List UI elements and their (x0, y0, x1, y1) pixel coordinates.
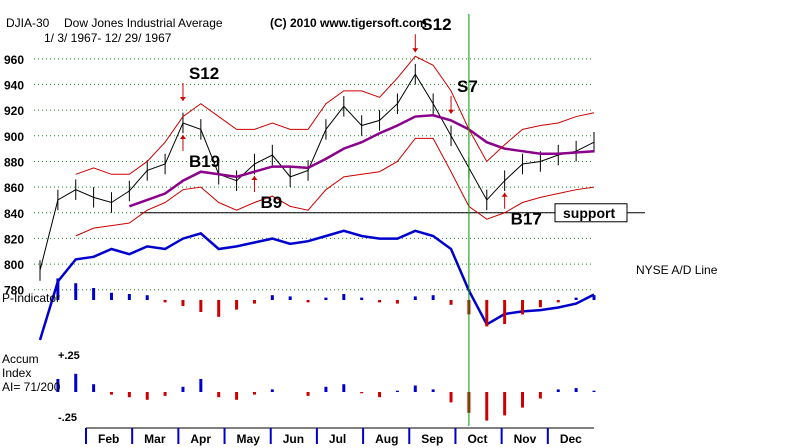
ad-line-label: NYSE A/D Line (636, 263, 718, 277)
month-label: Aug (375, 432, 398, 446)
price-tick-label: 800 (4, 258, 24, 272)
price-tick-label: 900 (4, 130, 24, 144)
month-axis: Feb Mar Apr May Jun Jul Aug Sep Oct Nov Dec (85, 427, 594, 446)
price-tick-label: 920 (4, 104, 24, 118)
signal-arrowhead (412, 48, 419, 53)
month-label: Jun (283, 432, 304, 446)
signal-arrowhead (251, 176, 258, 181)
p-indicator-panel (56, 278, 596, 327)
month-label: Sep (421, 432, 443, 446)
header-copyright: (C) 2010 www.tigersoft.com (270, 16, 427, 30)
signal-label: B17 (511, 210, 542, 229)
signal-label: S12 (189, 64, 219, 83)
month-label: May (237, 432, 261, 446)
accum-index-ai-value: AI= 71/200 (2, 380, 61, 394)
price-series (39, 55, 595, 281)
support-label: support (563, 205, 615, 221)
price-tick-label: 880 (4, 155, 24, 169)
signal-label: S12 (421, 15, 451, 34)
accum-tick-label: +.25 (58, 350, 80, 362)
ad-line-path (38, 229, 595, 341)
signal-arrowhead (448, 109, 455, 114)
accum-index-ticks: +.25 -.25 (58, 350, 80, 424)
signal-arrowhead (501, 192, 508, 197)
series-lower-band (75, 137, 595, 237)
price-tick-label: 780 (4, 284, 24, 298)
signal-arrowhead (179, 96, 186, 101)
price-tick-label: 840 (4, 207, 24, 221)
month-label: Apr (190, 432, 211, 446)
accum-tick-label: -.25 (58, 412, 77, 424)
accum-index-panel (56, 373, 596, 421)
header-symbol: DJIA-30 (6, 16, 50, 30)
accum-index-label-line1: Accum (2, 352, 39, 366)
signal-arrowhead (179, 134, 186, 139)
price-tick-label: 960 (4, 53, 24, 67)
header-date-range: 1/ 3/ 1967- 12/ 29/ 1967 (44, 31, 172, 45)
signal-label: B9 (260, 193, 282, 212)
month-label: Jul (329, 432, 346, 446)
price-axis-ticks: 960 940 920 900 880 860 840 820 800 780 (4, 53, 24, 298)
header-title: Dow Jones Industrial Average (64, 16, 223, 30)
price-tick-label: 940 (4, 78, 24, 92)
price-tick-label: 860 (4, 181, 24, 195)
month-label: Feb (98, 432, 119, 446)
month-label: Nov (514, 432, 537, 446)
signal-annotations: S12 S12 S7 B19 B9 B17 (179, 15, 542, 229)
p-indicator-label: P-Indicator (2, 291, 60, 305)
signal-label: B19 (189, 152, 220, 171)
series-djia-close (39, 73, 595, 271)
month-label: Dec (560, 432, 582, 446)
support-label-box: support (554, 203, 628, 223)
series-upper-band (75, 55, 595, 175)
series-moving-average (128, 114, 595, 208)
nyse-ad-line (38, 229, 595, 341)
month-label: Mar (144, 432, 166, 446)
signal-label: S7 (457, 77, 478, 96)
price-tick-label: 820 (4, 232, 24, 246)
accum-index-label-line2: Index (2, 366, 31, 380)
month-label: Oct (467, 432, 487, 446)
